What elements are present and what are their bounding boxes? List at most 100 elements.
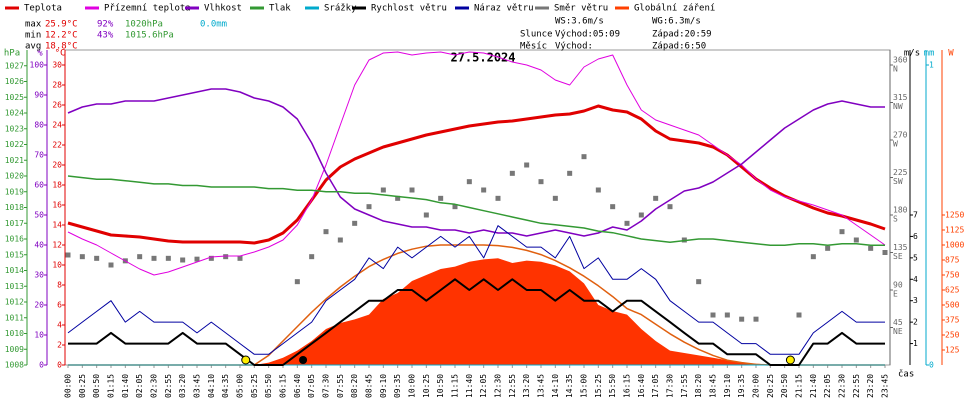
- axis-unit: °C: [55, 49, 66, 59]
- line: [67, 175, 885, 247]
- compass-label: SW: [893, 177, 903, 186]
- y-tick-label: 1013: [5, 282, 24, 291]
- point: [810, 254, 816, 260]
- legend-label: Přízemní teplota: [104, 4, 191, 14]
- legend-label: Náraz větru: [474, 4, 534, 14]
- line: [68, 278, 885, 366]
- x-tick-label: 04:10: [207, 374, 216, 398]
- x-tick-label: 10:00: [408, 374, 417, 398]
- line: [67, 51, 886, 276]
- y-tick-label: 1125: [945, 226, 964, 235]
- point: [595, 187, 601, 193]
- y-tick-label: 1027: [5, 61, 24, 70]
- x-tick-label: 11:15: [451, 374, 460, 398]
- y-tick-label: 90: [34, 91, 44, 100]
- point: [438, 195, 444, 201]
- point: [739, 316, 745, 322]
- y-tick-label: 10: [52, 261, 62, 270]
- point: [524, 162, 530, 168]
- y-tick-label: 1250: [945, 211, 964, 220]
- x-tick-label: 03:20: [178, 374, 187, 398]
- y-tick-label: 1010: [5, 329, 24, 338]
- moon-set: Západ:6:50: [652, 42, 706, 52]
- sun-label: Slunce: [520, 30, 553, 40]
- y-tick-label: 225: [893, 168, 908, 177]
- x-tick-label: 22:55: [852, 374, 861, 398]
- y-tick-label: 26: [52, 101, 62, 110]
- x-tick-label: 01:40: [121, 374, 130, 398]
- sun-set: Západ:20:59: [652, 30, 712, 40]
- y-tick-label: 7: [913, 211, 918, 220]
- y-tick-label: 1023: [5, 124, 24, 133]
- point: [624, 220, 630, 226]
- point: [653, 195, 659, 201]
- x-tick-label: 14:10: [551, 374, 560, 398]
- legend-label: Směr větru: [554, 4, 608, 14]
- line: [67, 104, 886, 245]
- x-tick-label: 17:30: [666, 374, 675, 398]
- point: [796, 312, 802, 318]
- x-tick-label: 20:50: [780, 374, 789, 398]
- x-tick-label: 19:10: [723, 374, 732, 398]
- x-tick-label: 01:15: [107, 374, 116, 398]
- x-tick-label: 16:15: [623, 374, 632, 398]
- point: [509, 170, 515, 176]
- stat-rain: 0.0mm: [200, 20, 227, 30]
- point: [337, 237, 343, 243]
- x-tick-label: 12:30: [494, 374, 503, 398]
- point: [839, 229, 845, 235]
- line: [67, 225, 885, 355]
- x-tick-label: 21:15: [795, 374, 804, 398]
- compass-label: SE: [893, 252, 903, 261]
- x-tick-label: 15:50: [608, 374, 617, 398]
- x-tick-label: 00:25: [78, 374, 87, 398]
- point: [294, 279, 300, 285]
- y-tick-label: 270: [893, 131, 908, 140]
- point: [137, 254, 143, 260]
- legend-label: Teplota: [24, 4, 62, 14]
- y-tick-label: 125: [945, 346, 960, 355]
- point: [667, 204, 673, 210]
- y-tick-label: 16: [52, 201, 62, 210]
- y-tick-label: 6: [57, 301, 62, 310]
- x-tick-label: 08:20: [350, 374, 359, 398]
- compass-label: S: [893, 215, 898, 224]
- y-tick-label: 70: [34, 151, 44, 160]
- x-tick-label: 07:55: [336, 374, 345, 398]
- point: [108, 262, 114, 268]
- y-tick-label: 750: [945, 271, 960, 280]
- y-tick-label: 1016: [5, 235, 24, 244]
- point: [581, 154, 587, 160]
- point: [79, 254, 85, 260]
- point: [452, 204, 458, 210]
- y-tick-label: 625: [945, 286, 960, 295]
- x-tick-label: 09:10: [379, 374, 388, 398]
- y-tick-label: 4: [57, 321, 62, 330]
- point: [466, 179, 472, 185]
- stat-label: min: [25, 31, 41, 41]
- y-tick-label: 1: [929, 61, 934, 70]
- point: [882, 250, 888, 255]
- sunrise-marker: [241, 355, 251, 365]
- x-tick-label: 15:25: [594, 374, 603, 398]
- x-tick-label: 10:50: [436, 374, 445, 398]
- point: [323, 229, 329, 235]
- stat-humidity: 92%: [97, 20, 114, 30]
- y-tick-label: 60: [34, 181, 44, 190]
- y-tick-label: 2: [57, 341, 62, 350]
- y-tick-label: 3: [913, 296, 918, 305]
- compass-label: N: [893, 65, 898, 74]
- wind-gust: WG:6.3m/s: [652, 17, 701, 27]
- sunset-marker: [785, 355, 795, 365]
- y-tick-label: 1019: [5, 187, 24, 196]
- y-tick-label: 1021: [5, 156, 24, 165]
- x-tick-label: 02:30: [150, 374, 159, 398]
- y-tick-label: 6: [913, 232, 918, 241]
- stat-temp: 12.2°C: [45, 31, 78, 41]
- x-tick-label: 07:30: [322, 374, 331, 398]
- stat-pressure: 1015.6hPa: [125, 31, 174, 41]
- y-tick-label: 80: [34, 121, 44, 130]
- point: [825, 245, 831, 251]
- y-tick-label: 1025: [5, 93, 24, 102]
- axis-unit: %: [37, 49, 43, 59]
